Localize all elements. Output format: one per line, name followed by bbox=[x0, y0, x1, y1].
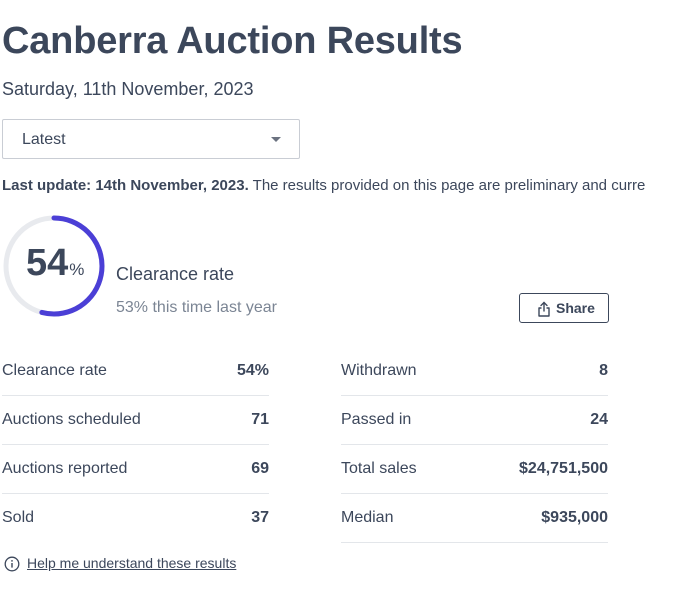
stat-label: Sold bbox=[2, 509, 35, 526]
stat-row: Clearance rate 54% bbox=[2, 347, 269, 396]
stat-value: 54% bbox=[236, 362, 269, 379]
clearance-rate-label: Clearance rate bbox=[116, 264, 235, 284]
stat-value: 24 bbox=[590, 411, 608, 428]
stat-row: Median $935,000 bbox=[341, 494, 608, 543]
stat-row: Withdrawn 8 bbox=[341, 347, 608, 396]
stat-row: Auctions scheduled 71 bbox=[2, 396, 269, 445]
share-button[interactable]: Share bbox=[519, 293, 609, 323]
stat-label: Withdrawn bbox=[341, 362, 417, 379]
chevron-down-icon bbox=[271, 137, 281, 142]
stat-value: 8 bbox=[599, 362, 608, 379]
clearance-number: 54 bbox=[26, 242, 69, 284]
last-year-rate: 53% this time last year bbox=[116, 299, 277, 316]
results-period-select[interactable]: Latest bbox=[2, 119, 300, 159]
stat-value: $24,751,500 bbox=[519, 460, 608, 477]
auction-date: Saturday, 11th November, 2023 bbox=[2, 79, 254, 99]
stat-row: Passed in 24 bbox=[341, 396, 608, 445]
percent-sign: % bbox=[69, 260, 85, 279]
stat-label: Clearance rate bbox=[2, 362, 107, 379]
stat-value: 37 bbox=[251, 509, 269, 526]
clearance-gauge bbox=[3, 215, 105, 317]
stat-row: Total sales $24,751,500 bbox=[341, 445, 608, 494]
page-title: Canberra Auction Results bbox=[2, 20, 463, 62]
stat-label: Median bbox=[341, 509, 394, 526]
gauge-fill bbox=[3, 215, 105, 317]
stat-value: 71 bbox=[251, 411, 269, 428]
update-notice: Last update: 14th November, 2023. The re… bbox=[2, 177, 678, 194]
notice-text: The results provided on this page are pr… bbox=[248, 177, 646, 194]
share-icon bbox=[538, 301, 550, 317]
stat-label: Auctions scheduled bbox=[2, 411, 141, 428]
clearance-percentage: 54% bbox=[26, 242, 84, 285]
info-icon bbox=[4, 556, 20, 572]
stat-value: 69 bbox=[251, 460, 269, 477]
stat-label: Passed in bbox=[341, 411, 412, 428]
stat-label: Auctions reported bbox=[2, 460, 128, 477]
stat-row: Auctions reported 69 bbox=[2, 445, 269, 494]
stat-row: Sold 37 bbox=[2, 494, 269, 543]
last-update-text: Last update: 14th November, 2023. bbox=[2, 177, 249, 194]
select-value: Latest bbox=[22, 131, 66, 148]
share-label: Share bbox=[556, 300, 595, 316]
stats-right: Withdrawn 8 Passed in 24 Total sales $24… bbox=[341, 347, 608, 543]
stat-label: Total sales bbox=[341, 460, 417, 477]
help-understand-link[interactable]: Help me understand these results bbox=[27, 555, 237, 571]
stats-left: Clearance rate 54% Auctions scheduled 71… bbox=[2, 347, 269, 543]
stat-value: $935,000 bbox=[541, 509, 608, 526]
